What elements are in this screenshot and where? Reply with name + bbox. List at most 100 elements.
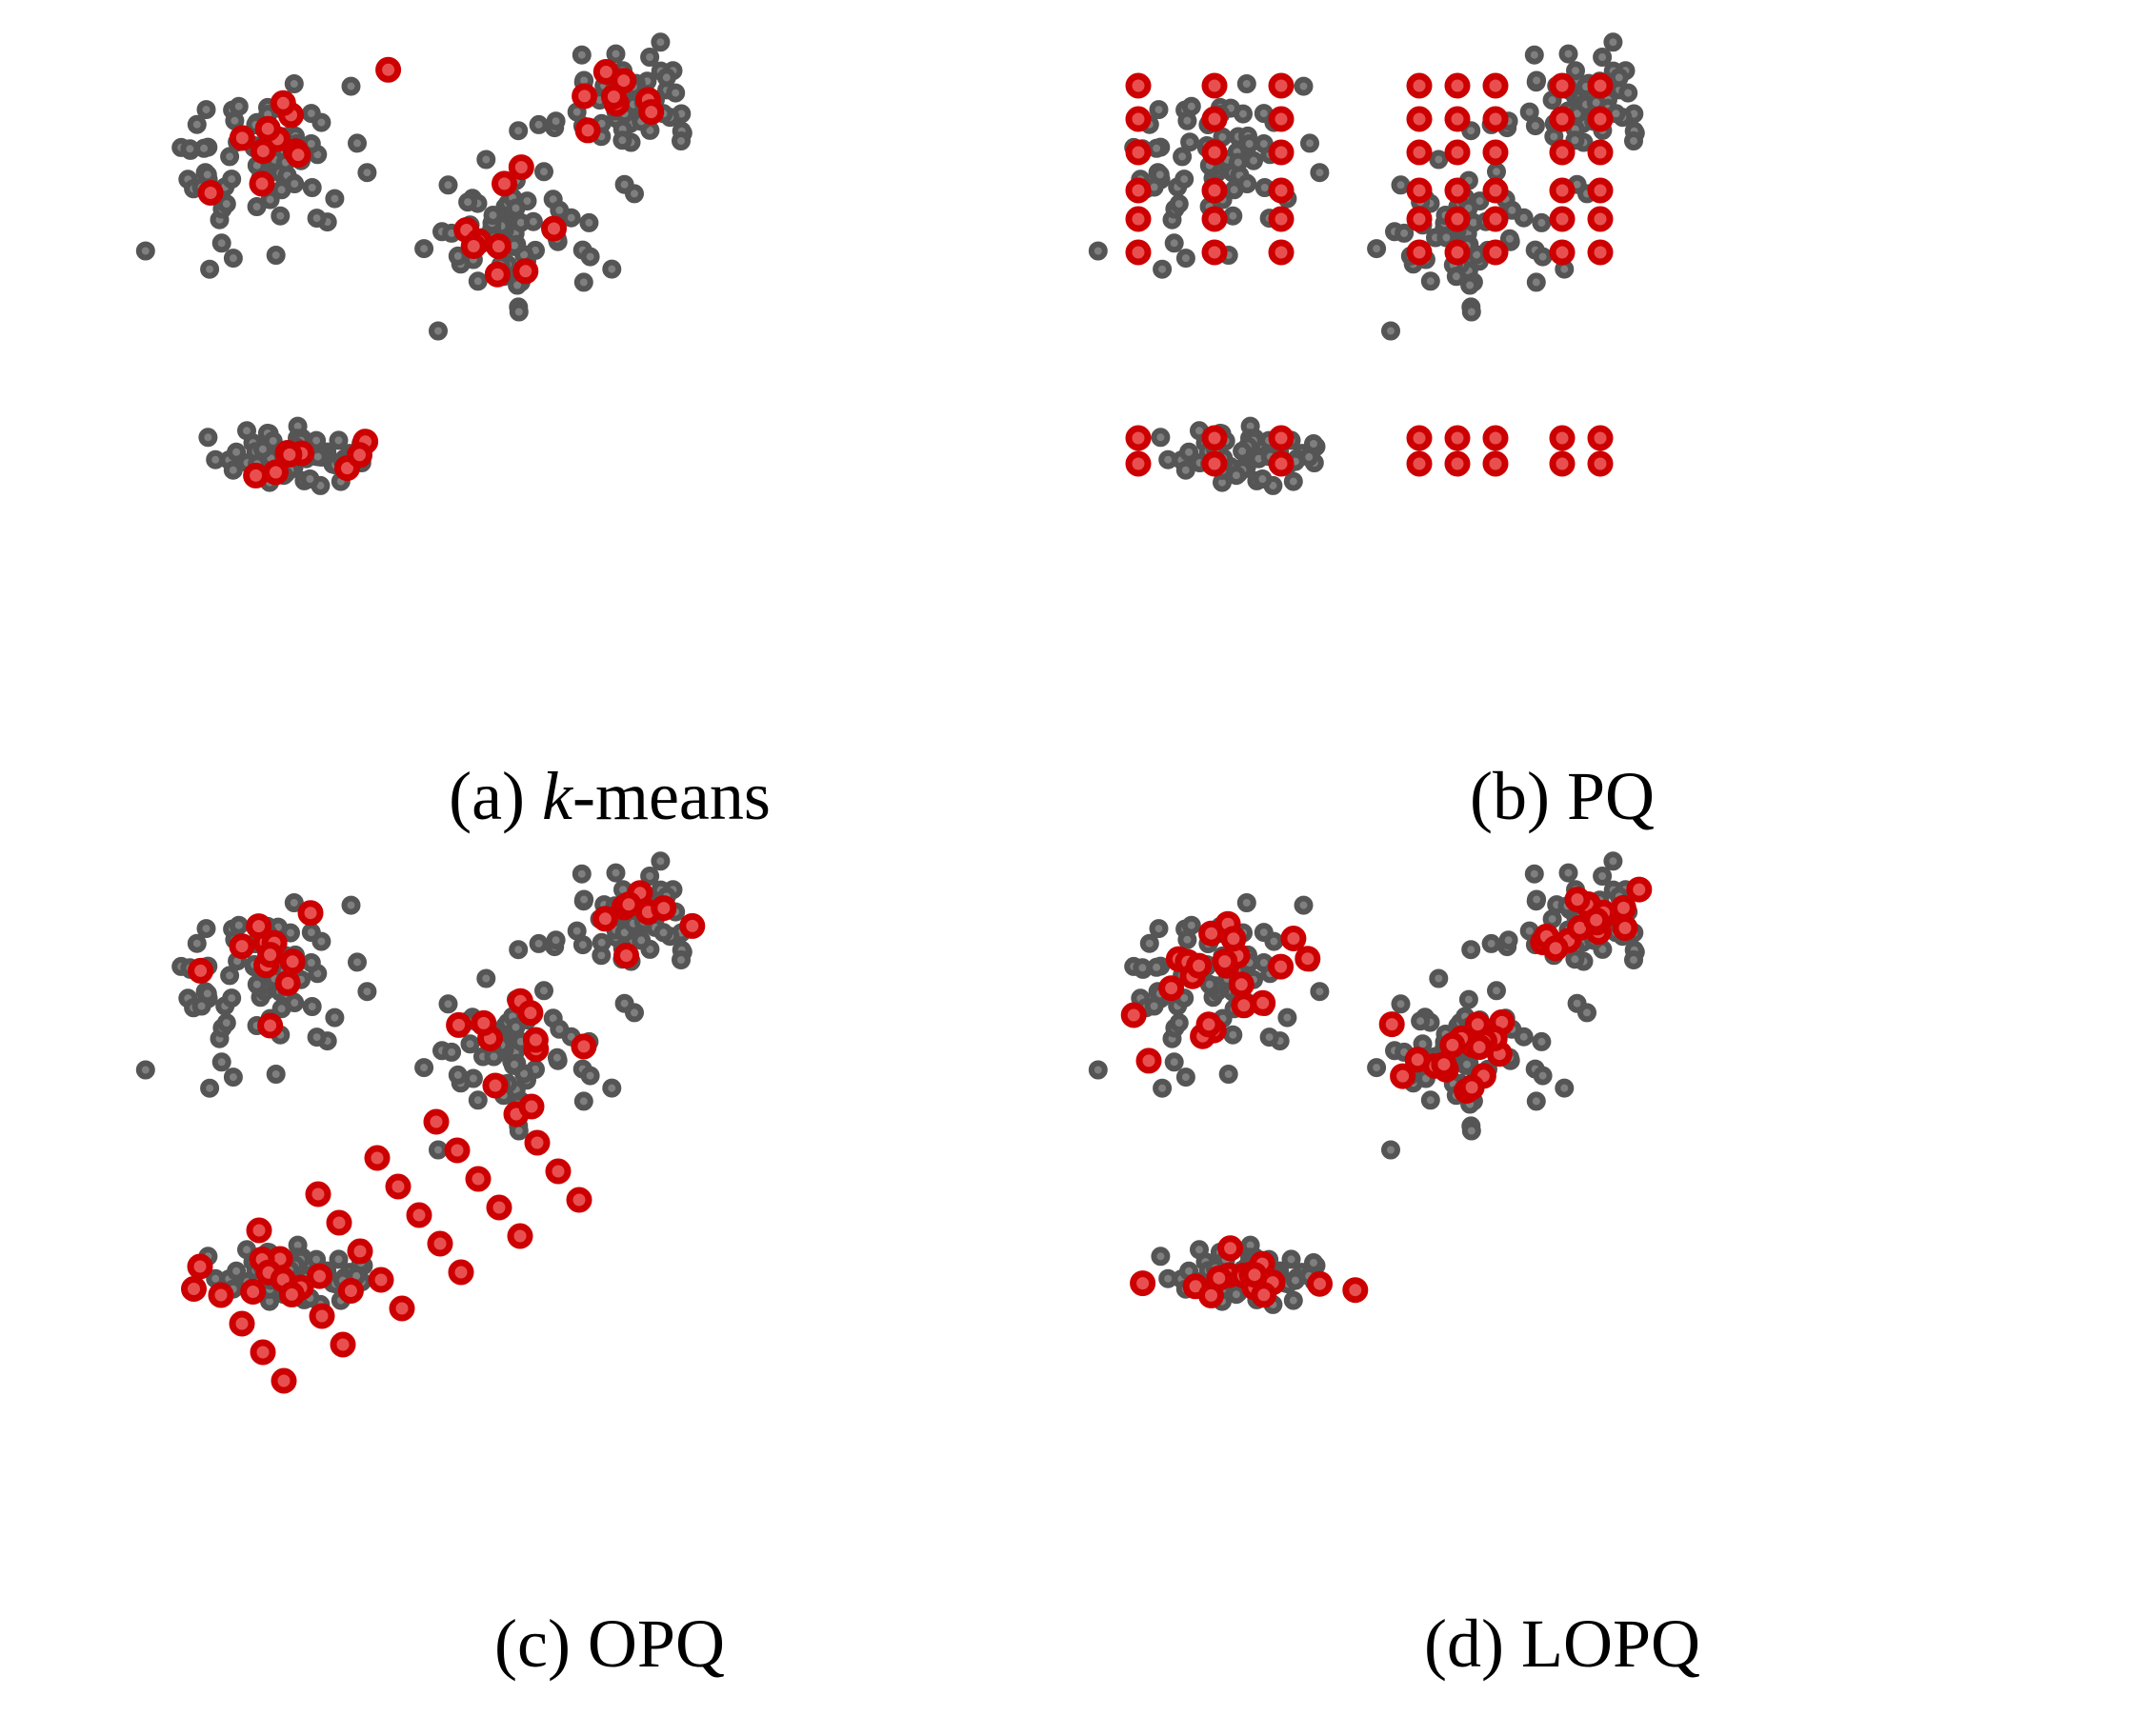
lopq-data-point bbox=[1223, 1025, 1243, 1045]
pq-data-point bbox=[1420, 271, 1440, 291]
pq-centroid bbox=[1201, 72, 1228, 99]
scatter-kmeans bbox=[135, 32, 693, 495]
kmeans-data-point bbox=[225, 110, 245, 130]
opq-data-point bbox=[534, 981, 553, 1001]
lopq-centroid bbox=[1158, 975, 1185, 1002]
opq-centroid bbox=[229, 933, 255, 960]
pq-centroid bbox=[1549, 206, 1576, 232]
opq-centroid bbox=[187, 1253, 213, 1280]
pq-centroid bbox=[1268, 450, 1295, 477]
kmeans-centroid bbox=[197, 180, 224, 206]
caption-opq: (c) OPQ bbox=[95, 1609, 1124, 1678]
lopq-data-point bbox=[1218, 1065, 1238, 1084]
lopq-data-point bbox=[1381, 1140, 1400, 1160]
opq-data-point bbox=[220, 966, 240, 986]
pq-centroid bbox=[1406, 139, 1433, 166]
pq-centroid bbox=[1587, 177, 1614, 204]
lopq-data-point bbox=[1175, 1068, 1195, 1087]
lopq-centroid bbox=[1390, 1063, 1416, 1089]
kmeans-data-point bbox=[200, 259, 220, 279]
pq-data-point bbox=[1177, 110, 1197, 130]
caption-kmeans-prefix: (a) bbox=[449, 758, 543, 834]
opq-centroid bbox=[326, 1209, 352, 1236]
lopq-centroid bbox=[1228, 971, 1255, 998]
pq-data-point bbox=[1527, 70, 1547, 90]
opq-centroid bbox=[517, 1000, 544, 1027]
pq-data-point bbox=[1181, 96, 1201, 116]
lopq-centroid bbox=[1612, 915, 1638, 941]
opq-centroid bbox=[524, 1129, 551, 1156]
lopq-centroid bbox=[1135, 1048, 1162, 1074]
lopq-data-point bbox=[1169, 1013, 1189, 1033]
lopq-centroid bbox=[1458, 1074, 1485, 1101]
pq-centroid bbox=[1482, 177, 1509, 204]
pq-data-point bbox=[1381, 321, 1400, 341]
pq-centroid bbox=[1444, 106, 1471, 132]
kmeans-data-point bbox=[656, 68, 676, 88]
pq-data-point bbox=[1514, 208, 1534, 228]
pq-centroid bbox=[1444, 239, 1471, 266]
opq-data-point bbox=[197, 984, 217, 1004]
kmeans-centroid bbox=[572, 83, 598, 110]
lopq-centroid bbox=[1195, 1011, 1222, 1038]
lopq-data-point bbox=[1514, 1027, 1534, 1047]
pq-data-point bbox=[1532, 212, 1552, 232]
pq-data-point bbox=[1624, 131, 1643, 150]
lopq-data-point bbox=[1457, 1054, 1476, 1074]
lopq-centroid bbox=[1212, 948, 1238, 975]
opq-data-point bbox=[484, 1047, 504, 1067]
opq-data-point bbox=[429, 1140, 448, 1160]
kmeans-data-point bbox=[602, 259, 622, 279]
kmeans-data-point bbox=[198, 428, 218, 448]
pq-data-point bbox=[1236, 74, 1256, 93]
lopq-data-point bbox=[1429, 968, 1449, 988]
opq-centroid bbox=[448, 1259, 474, 1286]
lopq-data-point bbox=[1624, 950, 1643, 969]
kmeans-data-point bbox=[357, 163, 377, 183]
lopq-data-point bbox=[1310, 982, 1330, 1002]
lopq-centroid bbox=[1466, 1034, 1493, 1061]
pq-centroid bbox=[1482, 206, 1509, 232]
pq-data-point bbox=[1499, 229, 1519, 249]
lopq-centroid bbox=[1564, 887, 1591, 913]
pq-data-point bbox=[1446, 267, 1466, 287]
pq-centroid bbox=[1444, 139, 1471, 166]
kmeans-data-point bbox=[546, 111, 566, 131]
pq-data-point bbox=[1526, 272, 1546, 292]
opq-data-point bbox=[247, 974, 267, 994]
opq-data-point bbox=[357, 982, 377, 1002]
opq-data-point bbox=[580, 1066, 600, 1086]
lopq-data-point bbox=[1420, 1090, 1440, 1110]
opq-centroid bbox=[613, 943, 639, 968]
pq-centroid bbox=[1406, 425, 1433, 451]
kmeans-data-point bbox=[229, 96, 249, 116]
lopq-centroid bbox=[1542, 935, 1569, 962]
pq-centroid bbox=[1125, 239, 1152, 266]
lopq-data-point bbox=[1524, 864, 1544, 884]
opq-data-point bbox=[468, 1090, 488, 1110]
panel-pq: (b) PQ bbox=[1048, 32, 2077, 876]
kmeans-centroid bbox=[250, 138, 276, 165]
pq-centroid bbox=[1587, 239, 1614, 266]
opq-centroid bbox=[615, 891, 642, 918]
lopq-centroid bbox=[1251, 1282, 1277, 1308]
lopq-centroid bbox=[1231, 992, 1257, 1019]
lopq-data-point bbox=[1139, 933, 1159, 953]
opq-centroid bbox=[385, 1173, 412, 1200]
kmeans-data-point bbox=[271, 206, 291, 226]
pq-data-point bbox=[1254, 134, 1274, 153]
pq-centroid bbox=[1444, 450, 1471, 477]
pq-centroid bbox=[1482, 72, 1509, 99]
lopq-data-point bbox=[1236, 893, 1256, 912]
pq-data-point bbox=[1180, 132, 1200, 152]
lopq-data-point bbox=[1487, 981, 1506, 1001]
lopq-data-point bbox=[1565, 949, 1585, 969]
opq-data-point bbox=[653, 923, 673, 943]
opq-data-point bbox=[285, 993, 305, 1012]
panel-kmeans: (a) k-means bbox=[95, 32, 1124, 876]
scatter-pq bbox=[1088, 32, 1645, 495]
kmeans-data-point bbox=[458, 192, 478, 212]
opq-centroid bbox=[592, 906, 618, 932]
kmeans-data-point bbox=[311, 112, 331, 132]
lopq-data-point bbox=[1277, 1008, 1297, 1028]
